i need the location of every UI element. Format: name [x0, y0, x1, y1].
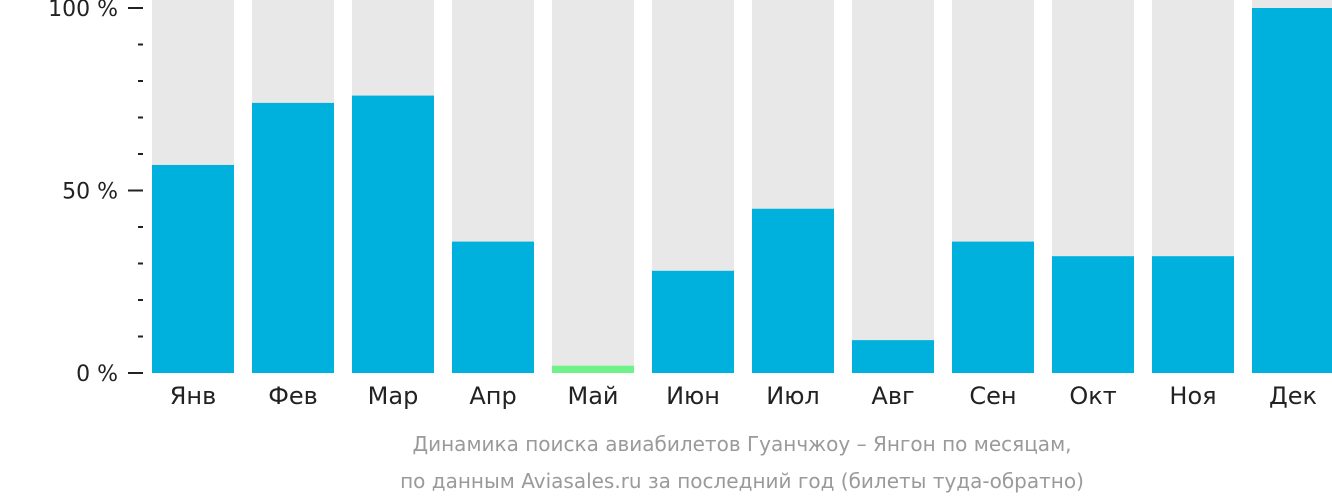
caption-line-2: по данным Aviasales.ru за последний год …	[400, 469, 1084, 493]
bar	[352, 95, 434, 373]
bar	[952, 241, 1034, 373]
x-tick-label: Янв	[170, 382, 217, 410]
bars-group	[152, 0, 1332, 374]
x-axis-labels: Янв Фев Мар Апр Май Июн Июл Авг Сен Окт Ноя Дек	[170, 382, 1317, 410]
bar	[552, 365, 634, 373]
bar	[652, 270, 734, 373]
bar	[852, 340, 934, 373]
y-axis: 0 % 50 % 100 %	[48, 0, 143, 387]
x-tick-label: Окт	[1069, 382, 1116, 410]
caption-line-1: Динамика поиска авиабилетов Гуанчжоу – Я…	[412, 432, 1071, 456]
bar	[252, 102, 334, 374]
x-tick-label: Фев	[268, 382, 318, 410]
bar-background	[552, 0, 634, 373]
x-tick-label: Май	[567, 382, 618, 410]
x-tick-label: Ноя	[1169, 382, 1216, 410]
x-tick-label: Авг	[871, 382, 914, 410]
x-tick-label: Апр	[469, 382, 516, 410]
bar	[1052, 256, 1134, 373]
bar	[752, 208, 834, 373]
bar-background	[852, 0, 934, 373]
bar	[1152, 256, 1234, 373]
y-tick-label: 0 %	[76, 362, 118, 387]
bar	[1252, 8, 1332, 373]
x-tick-label: Дек	[1269, 382, 1317, 410]
x-tick-label: Июл	[766, 382, 820, 410]
bar	[452, 241, 534, 373]
y-tick-label: 100 %	[48, 0, 118, 22]
x-tick-label: Мар	[368, 382, 419, 410]
y-tick-label: 50 %	[62, 180, 118, 205]
bar	[152, 164, 234, 373]
x-tick-label: Июн	[666, 382, 720, 410]
x-tick-label: Сен	[969, 382, 1016, 410]
